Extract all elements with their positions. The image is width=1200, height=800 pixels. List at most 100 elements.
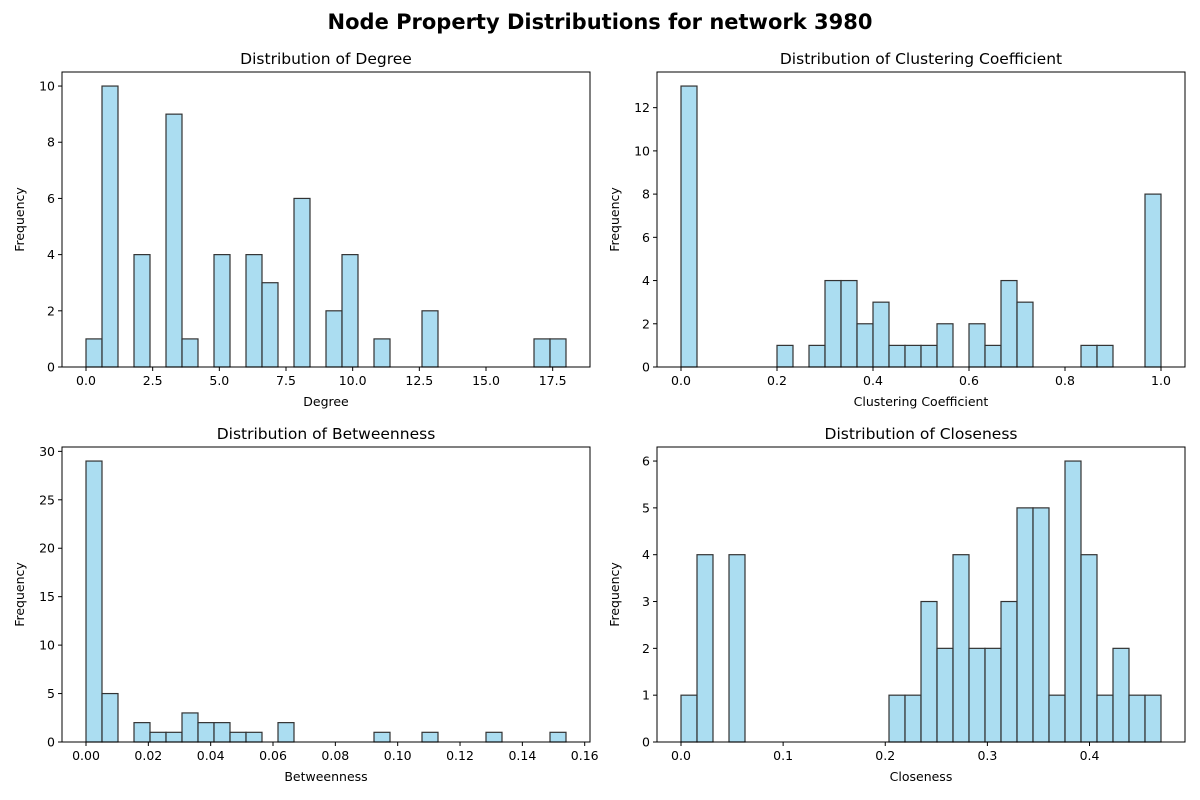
closeness-y-tick-label: 3 [642, 594, 650, 609]
clustering-coefficient-histogram-bar [1096, 344, 1114, 368]
degree-x-tick-label: 7.5 [276, 373, 296, 388]
betweenness-histogram-bar [229, 731, 247, 743]
closeness-subplot-title: Distribution of Closeness [825, 425, 1018, 443]
betweenness-axes-frame [61, 446, 591, 743]
betweenness-x-tick-label: 0.08 [321, 748, 349, 763]
betweenness-histogram-bar [197, 722, 215, 743]
closeness-y-tick-label: 2 [642, 641, 650, 656]
degree-histogram-bar [373, 338, 391, 368]
clustering-coefficient-x-tick-label: 0.0 [671, 373, 691, 388]
betweenness-histogram-bar [485, 731, 503, 743]
clustering-coefficient-x-tick-label: 0.4 [863, 373, 883, 388]
clustering-coefficient-histogram-bar [1080, 344, 1098, 368]
clustering-coefficient-histogram-bar [888, 344, 906, 368]
betweenness-y-tick-label: 20 [39, 541, 55, 556]
clustering-coefficient-y-tick-label: 6 [642, 230, 650, 245]
degree-x-tick-label: 15.0 [472, 373, 500, 388]
betweenness-histogram-bar [373, 731, 391, 743]
closeness-histogram-bar [1000, 600, 1018, 743]
clustering-coefficient-histogram-bar [856, 323, 874, 368]
degree-y-tick-label: 10 [39, 79, 55, 94]
degree-y-tick-label: 6 [47, 191, 55, 206]
betweenness-y-tick-label: 5 [47, 686, 55, 701]
degree-histogram-bar [549, 338, 567, 368]
clustering-coefficient-y-tick-label: 2 [642, 316, 650, 331]
degree-x-tick-label: 12.5 [405, 373, 433, 388]
betweenness-x-tick-label: 0.02 [134, 748, 162, 763]
closeness-y-tick-label: 5 [642, 500, 650, 515]
betweenness-y-tick-label: 15 [39, 589, 55, 604]
degree-histogram-bar [325, 310, 343, 368]
betweenness-histogram-bar [421, 731, 439, 743]
clustering-coefficient-subplot: Distribution of Clustering Coefficient C… [607, 50, 1186, 409]
betweenness-x-tick-label: 0.06 [259, 748, 287, 763]
clustering-coefficient-histogram-bar [1144, 193, 1162, 368]
closeness-histogram-bar [728, 554, 746, 743]
clustering-coefficient-histogram-bar [680, 85, 698, 368]
betweenness-x-tick-label: 0.16 [571, 748, 599, 763]
degree-histogram-bar [341, 254, 359, 368]
degree-y-axis-label: Frequency [12, 187, 27, 252]
closeness-x-tick-label: 0.1 [773, 748, 793, 763]
degree-y-tick-label: 2 [47, 303, 55, 318]
degree-x-tick-label: 2.5 [143, 373, 163, 388]
degree-x-tick-label: 10.0 [339, 373, 367, 388]
degree-histogram-bar [261, 282, 279, 368]
betweenness-y-tick-label: 30 [39, 444, 55, 459]
clustering-coefficient-histogram-bar [968, 323, 986, 368]
clustering-coefficient-y-tick-label: 8 [642, 187, 650, 202]
clustering-coefficient-y-tick-label: 10 [634, 143, 650, 158]
betweenness-histogram-bar [549, 731, 567, 743]
degree-y-tick-label: 8 [47, 135, 55, 150]
degree-histogram-bar [101, 85, 119, 368]
betweenness-y-tick-label: 25 [39, 492, 55, 507]
closeness-histogram-bar [696, 554, 714, 743]
clustering-coefficient-x-axis-label: Clustering Coefficient [854, 394, 989, 409]
closeness-y-tick-label: 0 [642, 735, 650, 750]
closeness-histogram-bar [920, 600, 938, 743]
betweenness-x-tick-label: 0.00 [72, 748, 100, 763]
degree-histogram-bar [245, 254, 263, 368]
betweenness-x-tick-label: 0.04 [197, 748, 225, 763]
betweenness-y-tick-label: 0 [47, 735, 55, 750]
degree-y-tick-label: 4 [47, 247, 55, 262]
betweenness-subplot: Distribution of Betweenness Betweenness … [12, 425, 599, 784]
degree-histogram-bar [293, 197, 311, 368]
degree-histogram-bar [85, 338, 103, 368]
clustering-coefficient-histogram-bar [1000, 279, 1018, 368]
betweenness-histogram-bar [181, 712, 199, 743]
degree-histogram-bar [421, 310, 439, 368]
closeness-histogram-bar [1144, 694, 1162, 743]
clustering-coefficient-histogram-bar [840, 279, 858, 368]
degree-x-tick-label: 0.0 [76, 373, 96, 388]
closeness-histogram-bar [968, 647, 986, 743]
clustering-coefficient-x-tick-label: 0.2 [767, 373, 787, 388]
closeness-histogram-bar [1080, 554, 1098, 743]
closeness-y-tick-label: 6 [642, 454, 650, 469]
closeness-y-axis-label: Frequency [607, 562, 622, 627]
closeness-histogram-bar [984, 647, 1002, 743]
closeness-x-tick-label: 0.0 [671, 748, 691, 763]
degree-histogram-bar [133, 254, 151, 368]
clustering-coefficient-x-tick-label: 0.8 [1055, 373, 1075, 388]
betweenness-x-tick-label: 0.10 [384, 748, 412, 763]
closeness-histogram-bar [904, 694, 922, 743]
closeness-x-tick-label: 0.3 [977, 748, 997, 763]
clustering-coefficient-histogram-bar [1016, 301, 1034, 368]
clustering-coefficient-y-axis-label: Frequency [607, 187, 622, 252]
betweenness-x-tick-label: 0.14 [508, 748, 536, 763]
clustering-coefficient-x-tick-label: 1.0 [1151, 373, 1171, 388]
closeness-y-tick-label: 1 [642, 688, 650, 703]
closeness-x-tick-label: 0.2 [875, 748, 895, 763]
clustering-coefficient-histogram-bar [984, 344, 1002, 368]
clustering-coefficient-histogram-bar [936, 323, 954, 368]
closeness-histogram-bar [1096, 694, 1114, 743]
degree-histogram-bar [533, 338, 551, 368]
clustering-coefficient-subplot-title: Distribution of Clustering Coefficient [780, 50, 1062, 68]
closeness-subplot: Distribution of Closeness Closeness Freq… [607, 425, 1186, 784]
closeness-histogram-bar [1048, 694, 1066, 743]
closeness-histogram-bar [952, 554, 970, 743]
closeness-histogram-bar [1128, 694, 1146, 743]
betweenness-x-axis-label: Betweenness [284, 769, 367, 784]
